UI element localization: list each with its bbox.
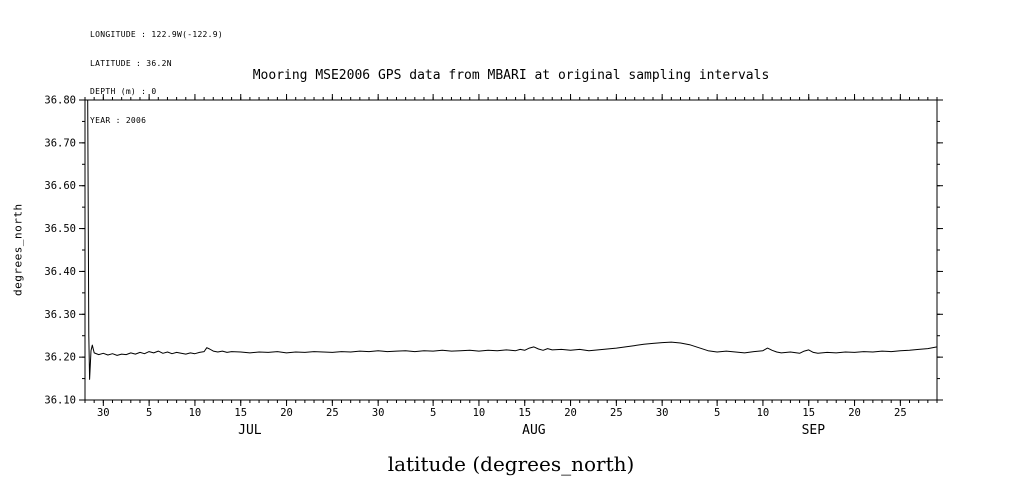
x-tick-label: 5: [714, 407, 720, 419]
x-tick-label: 30: [97, 407, 110, 419]
x-tick-label: 20: [280, 407, 293, 419]
y-tick-label: 36.30: [44, 309, 76, 321]
plot-title: Mooring MSE2006 GPS data from MBARI at o…: [252, 68, 770, 83]
header-metadata: LONGITUDE : 122.9W(-122.9) LATITUDE : 36…: [90, 11, 223, 144]
meta-depth: DEPTH (m) : 0: [90, 87, 157, 96]
x-tick-label: 10: [189, 407, 202, 419]
meta-longitude: LONGITUDE : 122.9W(-122.9): [90, 30, 224, 39]
y-tick-label: 36.60: [44, 180, 76, 192]
x-tick-label: 30: [656, 407, 669, 419]
x-axis-bottom-label: latitude (degrees_north): [387, 452, 635, 476]
x-tick-label: 25: [894, 407, 907, 419]
y-tick-label: 36.50: [44, 223, 76, 235]
x-tick-label: 10: [473, 407, 486, 419]
x-tick-label: 30: [372, 407, 385, 419]
x-tick-label: 25: [326, 407, 339, 419]
meta-year: YEAR : 2006: [90, 115, 147, 125]
x-tick-label: 15: [802, 407, 815, 419]
y-tick-label: 36.80: [44, 95, 76, 107]
x-tick-label: 5: [430, 407, 436, 419]
plot-frame: [84, 99, 938, 401]
x-tick-label: 25: [610, 407, 623, 419]
x-tick-label: 15: [518, 407, 531, 419]
month-label: SEP: [802, 423, 826, 438]
meta-latitude: LATITUDE : 36.2N: [90, 58, 172, 68]
y-tick-label: 36.10: [44, 395, 76, 407]
x-tick-label: 20: [564, 407, 577, 419]
x-tick-label: 10: [757, 407, 770, 419]
latitude-line: [87, 99, 938, 380]
y-tick-label: 36.40: [44, 266, 76, 278]
x-tick-label: 20: [848, 407, 861, 419]
x-tick-label: 15: [234, 407, 247, 419]
month-label: JUL: [238, 423, 262, 438]
month-label: AUG: [522, 423, 546, 438]
y-tick-label: 36.70: [44, 137, 76, 149]
y-tick-label: 36.20: [44, 352, 76, 364]
x-tick-label: 5: [146, 407, 152, 419]
